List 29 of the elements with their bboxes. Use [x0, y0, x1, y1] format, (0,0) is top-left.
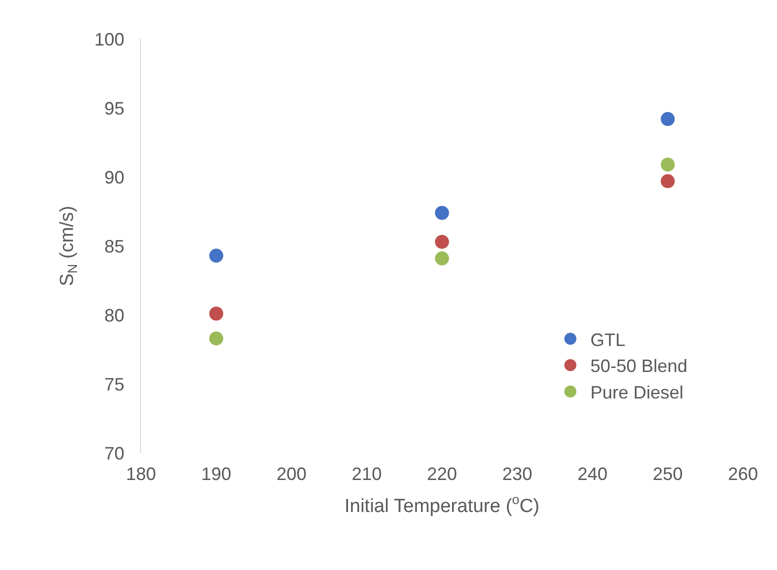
x-tick-label: 190 — [201, 464, 232, 484]
x-tick-label: 210 — [352, 464, 382, 484]
x-tick-label: 250 — [652, 464, 683, 484]
x-tick-label: 180 — [126, 464, 156, 484]
x-tick-label: 200 — [276, 464, 307, 484]
point — [660, 112, 675, 126]
x-tick-label: 260 — [728, 464, 758, 484]
y-tick-label: 80 — [104, 305, 124, 326]
legend-label: Pure Diesel — [590, 382, 684, 403]
point — [209, 248, 224, 263]
point — [435, 251, 449, 266]
point — [660, 174, 675, 188]
point — [209, 306, 224, 321]
x-tick-label: 230 — [502, 464, 532, 484]
point — [435, 206, 449, 220]
y-tick-label: 95 — [104, 98, 124, 118]
y-tick-label: 70 — [104, 443, 124, 464]
y-tick-label: 85 — [104, 236, 124, 256]
y-tick-label: 90 — [104, 167, 124, 188]
point — [660, 158, 675, 172]
legend-label: 50-50 Blend — [590, 356, 688, 376]
point — [209, 331, 224, 346]
x-tick-label: 220 — [426, 464, 458, 484]
legend-label: GTL — [590, 330, 626, 350]
x-tick-label: 240 — [577, 464, 608, 484]
point — [435, 234, 449, 249]
y-tick-label: 75 — [104, 374, 124, 394]
y-tick-label: 100 — [94, 29, 124, 50]
x-axis-title: Initial Temperature ($^{o}$C) — [344, 492, 540, 517]
